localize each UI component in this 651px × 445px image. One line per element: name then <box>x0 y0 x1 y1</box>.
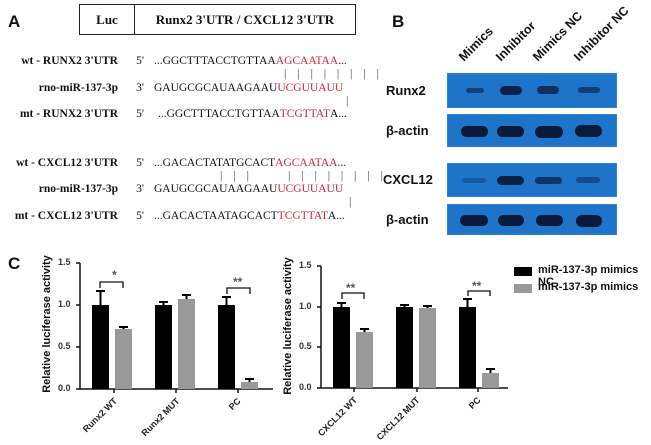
prime-label: 3' <box>136 183 144 195</box>
significance-marker: ** <box>233 275 243 289</box>
cxcl12-mt-row: mt - CXCL12 3'UTR 5' ...GACACTAATAGCACT … <box>0 210 345 222</box>
seq-black: GAUGCGCAUAAGAAU <box>154 82 278 94</box>
seq-mutated: TCGTTAT <box>279 108 330 120</box>
pairing-lines: | | | | | | | | <box>282 69 382 81</box>
gel-actin-1 <box>447 114 617 147</box>
y-tick: 1.5 <box>299 260 312 270</box>
band <box>536 215 563 226</box>
band <box>575 125 602 137</box>
seq-seed: UCGUUAUU <box>277 183 344 195</box>
pairing-lines: | <box>344 96 351 108</box>
legend-swatch-nc <box>514 267 532 276</box>
seq-name: wt - CXCL12 3'UTR <box>16 157 118 169</box>
seq-name: rno-miR-137-3p <box>38 82 118 94</box>
y-tick: 0.5 <box>299 341 312 351</box>
cxcl12-mir-row: rno-miR-137-3p 3' GAUGCGCAUAAGAAU UCGUUAU… <box>0 183 343 195</box>
gel-row-label: β-actin <box>386 212 429 227</box>
significance-marker: ** <box>472 279 482 293</box>
band <box>576 215 602 227</box>
runx2-mir-row: rno-miR-137-3p 3' GAUGCGCAUAAGAAU UCGUUAU… <box>0 82 343 94</box>
lane-label: Mimics <box>456 24 496 64</box>
cxcl12-wt-row: wt - CXCL12 3'UTR 5' ...GACACTATATGCACT … <box>0 157 346 169</box>
seq-seed: UCGUUAUU <box>277 82 344 94</box>
gel-cxcl12 <box>447 163 617 197</box>
y-axis-title: Relative luciferase activity <box>282 257 294 395</box>
significance-marker: * <box>112 268 117 282</box>
y-tick: 1.0 <box>299 301 312 311</box>
band <box>535 126 563 138</box>
pairing-lines: | <box>347 197 354 209</box>
panel-label-b: B <box>392 12 405 31</box>
seq-name: wt - RUNX2 3'UTR <box>21 55 118 67</box>
utr-segment: Runx2 3'UTR / CXCL12 3'UTR <box>155 11 335 27</box>
chart-svg <box>76 262 273 393</box>
chart-svg <box>317 265 508 392</box>
pairing-lines: | | | | | | | | <box>286 171 386 183</box>
luciferase-chart-runx2: * ** 1.5 1.0 0.5 0.0 Relative luciferase… <box>0 250 290 445</box>
prime-label: 3' <box>136 82 144 94</box>
band <box>535 177 562 184</box>
seq-tail: ... <box>338 55 347 67</box>
prime-label: 5' <box>136 108 144 120</box>
seq-mutated: TCGTTAT <box>277 210 328 222</box>
luc-segment: Luc <box>80 5 135 34</box>
band <box>497 126 524 137</box>
band <box>461 126 488 137</box>
luciferase-construct: Luc Runx2 3'UTR / CXCL12 3'UTR <box>79 4 356 35</box>
seq-seed: AGCAATAA <box>275 55 339 67</box>
seq-black: ...GACACTAATAGCACT <box>154 210 278 222</box>
gel-row-label: Runx2 <box>386 83 426 98</box>
pairing-lines: | | | <box>218 171 252 183</box>
band <box>466 88 484 93</box>
y-tick: 1.5 <box>58 257 71 267</box>
legend-swatch-mimics <box>514 284 532 293</box>
seq-black: ...GACACTATATGCACT <box>154 157 276 169</box>
luciferase-chart-cxcl12: ** ** 1.5 1.0 0.5 0.0 Relative luciferas… <box>280 250 651 445</box>
legend-label-nc: miR-137-3p mimics NC <box>538 264 639 288</box>
y-tick: 1.0 <box>58 299 71 309</box>
seq-name: rno-miR-137-3p <box>38 183 118 195</box>
gel-row-label: CXCL12 <box>383 172 433 187</box>
band <box>537 86 559 94</box>
panel-label-c: C <box>8 254 21 273</box>
legend-label-mimics: miR-137-3p mimics <box>538 281 639 293</box>
lane-label: Inhibitor <box>493 18 539 64</box>
runx2-wt-row: wt - RUNX2 3'UTR 5' ...GGCTTTACCTGTTAA AG… <box>0 55 347 67</box>
y-tick: 0.0 <box>58 383 71 393</box>
seq-tail: A... <box>329 108 347 120</box>
seq-black: ...GGCTTTACCTGTTAA <box>154 55 276 67</box>
seq-black: GAUGCGCAUAAGAAU <box>154 183 278 195</box>
gel-runx2 <box>447 73 617 108</box>
gel-actin-2 <box>447 204 617 235</box>
band <box>462 178 486 183</box>
seq-name: mt - RUNX2 3'UTR <box>19 108 118 120</box>
seq-name: mt - CXCL12 3'UTR <box>14 210 118 222</box>
seq-black: ...GGCTTTACCTGTTAA <box>158 108 280 120</box>
band <box>500 86 522 95</box>
seq-seed: AGCAATAA <box>275 157 338 169</box>
band <box>576 177 600 183</box>
y-tick: 0.5 <box>58 341 71 351</box>
band <box>497 176 524 185</box>
seq-tail: ... <box>337 157 347 169</box>
y-axis-title: Relative luciferase activity <box>41 255 53 393</box>
band <box>498 215 524 226</box>
significance-marker: ** <box>346 281 356 295</box>
runx2-mt-row: mt - RUNX2 3'UTR 5' ...GGCTTTACCTGTTAA TC… <box>0 108 347 120</box>
prime-label: 5' <box>136 210 144 222</box>
gel-row-label: β-actin <box>386 123 429 138</box>
band <box>578 87 600 93</box>
y-tick: 0.0 <box>299 382 312 392</box>
lane-label: Inhibitor NC <box>571 3 632 64</box>
band <box>460 215 488 226</box>
panel-label-a: A <box>8 12 21 31</box>
prime-label: 5' <box>136 157 144 169</box>
seq-tail: A... <box>327 210 345 222</box>
prime-label: 5' <box>136 55 144 67</box>
